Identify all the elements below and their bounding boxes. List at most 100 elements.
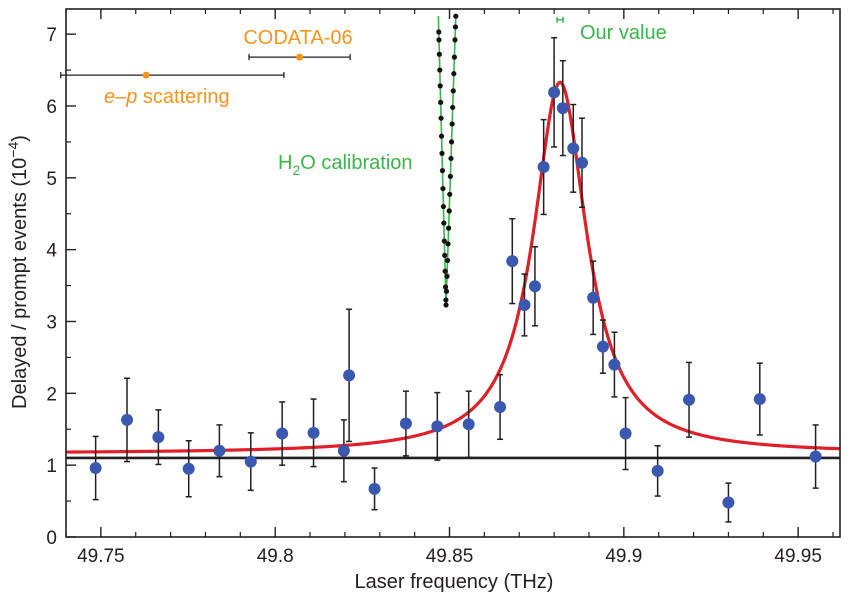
x-tick-label: 49.9	[605, 546, 642, 567]
h2o-point	[438, 115, 444, 121]
h2o-point	[446, 208, 452, 214]
h2o-label-sub: 2	[292, 162, 300, 178]
data-point	[244, 455, 257, 468]
h2o-left-line	[437, 16, 447, 305]
data-point	[548, 86, 561, 99]
h2o-point	[439, 168, 446, 174]
data-point	[121, 413, 134, 426]
h2o-point	[436, 37, 442, 43]
h2o-point	[444, 273, 450, 279]
data-point	[683, 393, 696, 406]
h2o-point	[447, 191, 453, 197]
h2o-point	[450, 88, 456, 94]
data-point	[152, 431, 165, 444]
data-point	[307, 426, 320, 439]
data-point	[651, 464, 664, 477]
h2o-point	[436, 51, 442, 57]
x-axis-title: Laser frequency (THz)	[355, 571, 554, 593]
data-point	[89, 462, 102, 475]
data-point	[506, 255, 519, 268]
y-axis-title-exponent: −4	[5, 142, 21, 158]
ep-scattering-point	[142, 71, 150, 79]
h2o-point	[440, 203, 447, 210]
h2o-point	[450, 104, 456, 111]
data-point	[753, 393, 766, 406]
h2o-point	[439, 150, 445, 156]
h2o-label-post: O calibration	[300, 152, 412, 174]
fit-curve	[65, 80, 841, 454]
h2o-point	[436, 29, 442, 35]
data-point	[494, 400, 507, 413]
h2o-point	[441, 220, 447, 226]
h2o-point	[442, 252, 448, 258]
data-point	[608, 358, 621, 371]
h2o-point	[448, 139, 455, 145]
h2o-point	[443, 288, 450, 294]
data-point	[462, 418, 475, 431]
data-point	[809, 450, 822, 463]
data-point	[368, 482, 381, 495]
ep-label-rest: scattering	[137, 86, 229, 108]
h2o-point	[445, 241, 451, 247]
y-axis-title: Delayed / prompt events (10−4)	[5, 135, 31, 409]
data-point	[596, 340, 609, 353]
y-tick-label: 0	[46, 528, 57, 549]
data-point	[556, 102, 569, 115]
h2o-calibration-label: H2O calibration	[278, 152, 413, 178]
data-point	[567, 142, 580, 155]
y-tick-label: 1	[46, 456, 57, 477]
data-point	[619, 427, 632, 440]
data-point	[343, 369, 356, 382]
data-point	[399, 417, 412, 430]
data-point	[537, 161, 550, 174]
data-point	[213, 444, 226, 457]
y-tick-label: 5	[46, 169, 57, 190]
plot-frame	[65, 8, 841, 538]
h2o-point	[440, 185, 446, 192]
h2o-calibration-group	[436, 13, 459, 308]
data-point	[276, 427, 289, 440]
fit-group	[65, 80, 841, 454]
axes-group	[65, 8, 841, 538]
data-point	[182, 462, 195, 475]
ticks-group: 49.75 49.8 49.85 49.9 49.95 0 1 2 3 4 5 6 7	[46, 9, 834, 567]
h2o-point	[442, 284, 449, 290]
y-tick-label: 6	[46, 97, 57, 118]
h2o-point	[442, 268, 448, 274]
data-points-group	[89, 86, 822, 509]
codata-point	[296, 53, 304, 61]
h2o-point	[453, 13, 459, 19]
ep-label-italic: e–p	[104, 86, 137, 108]
data-point	[587, 291, 600, 304]
data-point	[722, 496, 735, 509]
reference-bars-group	[60, 16, 564, 79]
h2o-point	[449, 121, 455, 127]
error-bars-group	[92, 36, 819, 523]
y-axis-title-main: Delayed / prompt events (10	[9, 158, 31, 409]
h2o-point	[451, 71, 457, 77]
ep-scattering-label: e–p scattering	[104, 86, 230, 108]
x-tick-label: 49.8	[257, 546, 294, 567]
h2o-point	[443, 297, 449, 303]
data-point	[431, 420, 444, 433]
data-point	[337, 444, 350, 457]
h2o-point	[441, 238, 447, 244]
data-point	[528, 280, 541, 293]
h2o-point	[438, 133, 445, 139]
y-tick-label: 3	[46, 312, 57, 333]
codata-label: CODATA-06	[243, 27, 352, 49]
h2o-point	[448, 155, 454, 162]
h2o-point	[451, 54, 458, 60]
data-point	[576, 156, 588, 169]
y-tick-label: 4	[46, 241, 57, 262]
x-tick-label: 49.95	[774, 546, 822, 567]
y-axis-title-close: )	[9, 135, 31, 142]
our-value-label: Our value	[580, 22, 667, 44]
x-tick-label: 49.75	[77, 546, 125, 567]
h2o-point	[447, 173, 453, 179]
h2o-label-pre: H	[278, 152, 292, 174]
h2o-point	[437, 67, 443, 73]
h2o-point	[446, 225, 452, 231]
h2o-point	[443, 302, 449, 308]
